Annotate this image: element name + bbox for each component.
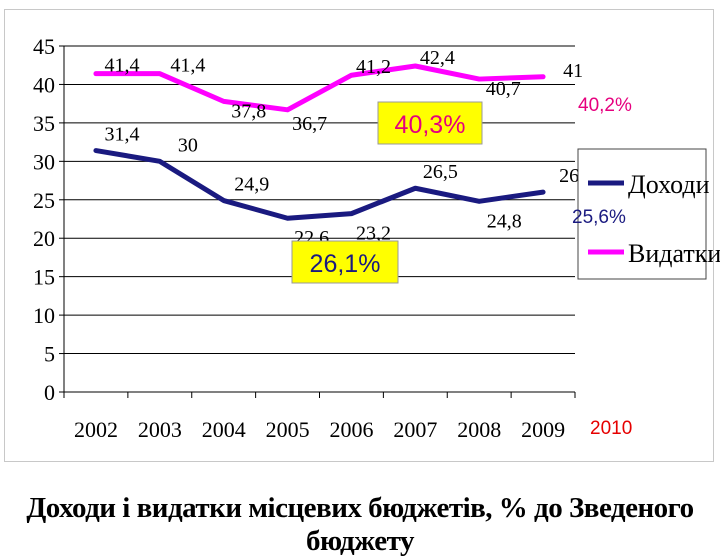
chart-frame <box>4 9 714 462</box>
data-label: 36,7 <box>292 113 327 135</box>
data-point <box>349 211 354 216</box>
data-point <box>477 199 482 204</box>
legend-box <box>577 148 707 280</box>
side-expenditure-2010: 40,2% <box>578 95 632 116</box>
y-tick-label: 10 <box>33 303 55 328</box>
line-chart: 0 5 10 15 20 25 30 35 40 45 2002 2003 2004 2005 2006 20… <box>33 34 720 442</box>
side-year-2010: 2010 <box>590 418 632 439</box>
data-point <box>157 71 162 76</box>
series-line-0 <box>93 148 546 221</box>
data-point <box>477 77 482 82</box>
legend-label-income: Доходи <box>628 170 710 199</box>
x-tick-label: 2007 <box>393 417 437 442</box>
data-label: 26 <box>559 165 579 187</box>
data-label: 42,4 <box>420 47 455 69</box>
series-line-1 <box>93 63 546 113</box>
x-tick-label: 2008 <box>457 417 501 442</box>
data-label: 37,8 <box>231 100 266 122</box>
data-point <box>285 216 290 221</box>
data-point <box>221 99 226 104</box>
y-tick-label: 20 <box>33 226 55 251</box>
data-label: 40,7 <box>486 78 521 100</box>
side-income-2010: 25,6% <box>572 207 626 228</box>
y-tick-label: 15 <box>33 265 55 290</box>
y-tick-label: 45 <box>33 34 55 59</box>
highlight-box-expenditure <box>377 101 483 145</box>
y-tick-label: 5 <box>44 342 55 367</box>
data-label: 30 <box>178 134 198 156</box>
legend-label-expenditure: Видатки <box>628 239 720 268</box>
x-tick-label: 2004 <box>202 417 246 442</box>
series-layer <box>93 63 546 221</box>
data-point <box>349 73 354 78</box>
x-tick-label: 2009 <box>521 417 565 442</box>
x-tick-label: 2006 <box>329 417 373 442</box>
data-point <box>541 74 546 79</box>
data-point <box>221 198 226 203</box>
data-point <box>93 148 98 153</box>
highlight-box-income <box>291 240 399 284</box>
data-label: 41 <box>563 60 583 82</box>
y-tick-label: 30 <box>33 149 55 174</box>
x-tick-label: 2002 <box>74 417 118 442</box>
axis-layer: 0 5 10 15 20 25 30 35 40 45 2002 2003 2004 2005 2006 20… <box>33 34 576 442</box>
y-tick-label: 25 <box>33 188 55 213</box>
data-point <box>541 190 546 195</box>
x-tick-label: 2005 <box>266 417 310 442</box>
data-point <box>285 107 290 112</box>
y-tick-label: 0 <box>44 380 55 405</box>
data-label: 23,2 <box>356 223 391 245</box>
data-label: 41,4 <box>170 55 205 77</box>
data-label: 41,2 <box>356 56 391 78</box>
highlight-income-text: 26,1% <box>310 250 381 278</box>
chart-caption: Доходи і видатки місцевих бюджетів, % до… <box>26 492 694 557</box>
data-point <box>157 159 162 164</box>
data-label: 24,8 <box>487 210 522 232</box>
data-label: 26,5 <box>423 161 458 183</box>
legend: Доходи Видатки <box>577 148 720 280</box>
y-tick-label: 35 <box>33 111 55 136</box>
x-tick-label: 2003 <box>138 417 182 442</box>
data-label: 24,9 <box>234 174 269 196</box>
data-point <box>93 71 98 76</box>
y-tick-label: 40 <box>33 72 55 97</box>
data-label: 41,4 <box>104 55 139 77</box>
data-point <box>413 63 418 68</box>
highlight-expenditure-text: 40,3% <box>395 111 466 139</box>
data-label: 31,4 <box>104 124 139 146</box>
data-point <box>413 186 418 191</box>
